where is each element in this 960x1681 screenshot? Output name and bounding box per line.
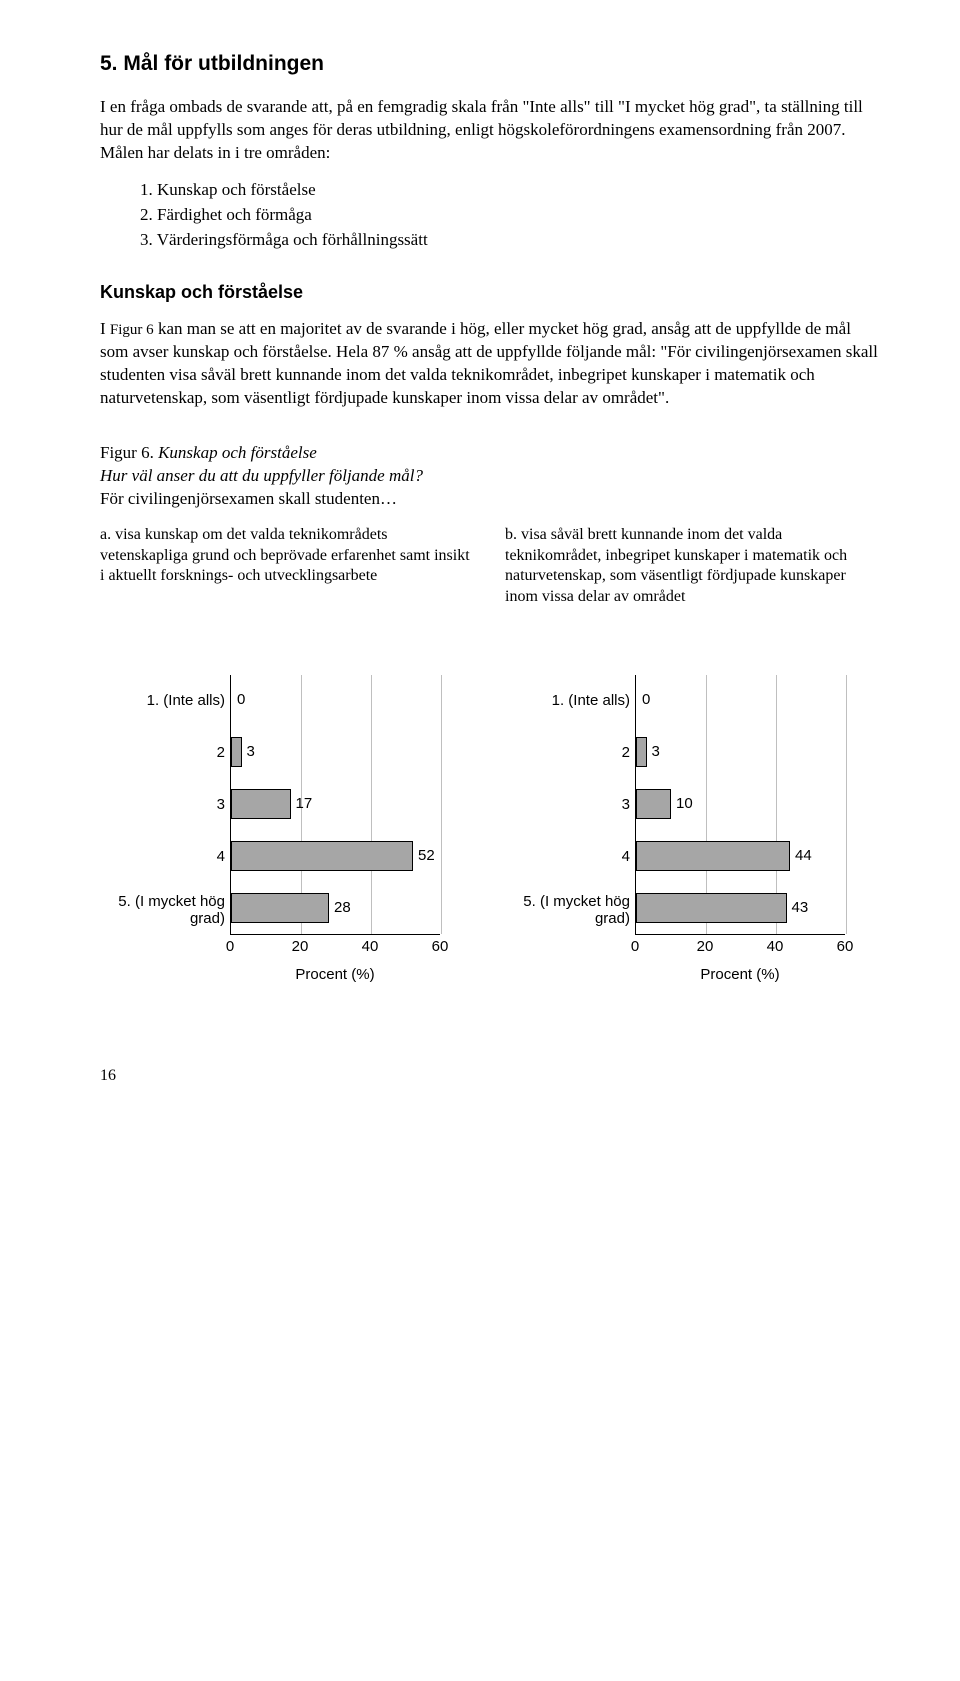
y-category-label: 1. (Inte alls) <box>95 692 225 709</box>
list-item: 1. Kunskap och förståelse <box>140 179 880 202</box>
y-category-label: 3 <box>95 796 225 813</box>
bar-value: 0 <box>642 690 650 710</box>
caption-lead: För civilingenjörsexamen skall studenten… <box>100 488 880 511</box>
bar-value: 43 <box>792 898 809 918</box>
bar-value: 52 <box>418 846 435 866</box>
bar: 17 <box>231 789 291 819</box>
caption-prefix: Figur 6. <box>100 443 158 462</box>
x-tick: 0 <box>631 937 639 957</box>
intro-paragraph: I en fråga ombads de svarande att, på en… <box>100 96 880 165</box>
plot-area: 0 3 10 44 43 <box>635 675 845 935</box>
column-a: a. visa kunskap om det valda teknikområd… <box>100 525 475 1005</box>
x-tick: 0 <box>226 937 234 957</box>
page-number: 16 <box>100 1065 880 1087</box>
bar-value: 3 <box>652 742 660 762</box>
column-b: b. visa såväl brett kunnande inom det va… <box>505 525 880 1005</box>
gridline <box>846 675 847 934</box>
bar-value: 10 <box>676 794 693 814</box>
text: kan man se att en majoritet av de svaran… <box>100 319 878 407</box>
figure-ref: Figur 6 <box>110 322 154 338</box>
list-item: 3. Värderingsförmåga och förhållningssät… <box>140 229 880 252</box>
caption-title: Kunskap och förståelse <box>158 443 317 462</box>
plot-area: 0 3 17 52 28 <box>230 675 440 935</box>
chart-columns: a. visa kunskap om det valda teknikområd… <box>100 525 880 1005</box>
caption-question: Hur väl anser du att du uppfyller följan… <box>100 465 880 488</box>
x-tick: 60 <box>837 937 854 957</box>
bar-value: 3 <box>247 742 255 762</box>
bar-value: 28 <box>334 898 351 918</box>
subsection-heading: Kunskap och förståelse <box>100 280 880 304</box>
list-item: 2. Färdighet och förmåga <box>140 204 880 227</box>
bar-value: 17 <box>296 794 313 814</box>
bar: 44 <box>636 841 790 871</box>
bar: 52 <box>231 841 413 871</box>
section-heading: 5. Mål för utbildningen <box>100 50 880 78</box>
bar: 43 <box>636 893 787 923</box>
y-category-label: 4 <box>500 848 630 865</box>
y-category-label: 2 <box>500 744 630 761</box>
figure-caption: Figur 6. Kunskap och förståelse Hur väl … <box>100 442 880 511</box>
gridline <box>441 675 442 934</box>
x-tick: 40 <box>767 937 784 957</box>
y-category-label: 5. (I mycket höggrad) <box>95 893 225 928</box>
bar: 3 <box>636 737 647 767</box>
y-category-label: 3 <box>500 796 630 813</box>
x-tick: 20 <box>292 937 309 957</box>
bar: 10 <box>636 789 671 819</box>
chart-b: 1. (Inte alls)2345. (I mycket höggrad)03… <box>505 675 865 1005</box>
x-tick: 20 <box>697 937 714 957</box>
bar-value: 0 <box>237 690 245 710</box>
body-paragraph: I Figur 6 kan man se att en majoritet av… <box>100 318 880 410</box>
areas-list: 1. Kunskap och förståelse 2. Färdighet o… <box>140 179 880 252</box>
y-category-label: 4 <box>95 848 225 865</box>
y-category-label: 5. (I mycket höggrad) <box>500 893 630 928</box>
x-axis-label: Procent (%) <box>635 965 845 985</box>
x-tick: 40 <box>362 937 379 957</box>
y-category-label: 2 <box>95 744 225 761</box>
bar-value: 44 <box>795 846 812 866</box>
bar: 28 <box>231 893 329 923</box>
text: I <box>100 319 110 338</box>
gridline <box>371 675 372 934</box>
column-a-text: a. visa kunskap om det valda teknikområd… <box>100 525 475 655</box>
x-tick: 60 <box>432 937 449 957</box>
column-b-text: b. visa såväl brett kunnande inom det va… <box>505 525 880 655</box>
bar: 3 <box>231 737 242 767</box>
chart-a: 1. (Inte alls)2345. (I mycket höggrad)03… <box>100 675 460 1005</box>
x-axis-label: Procent (%) <box>230 965 440 985</box>
y-category-label: 1. (Inte alls) <box>500 692 630 709</box>
